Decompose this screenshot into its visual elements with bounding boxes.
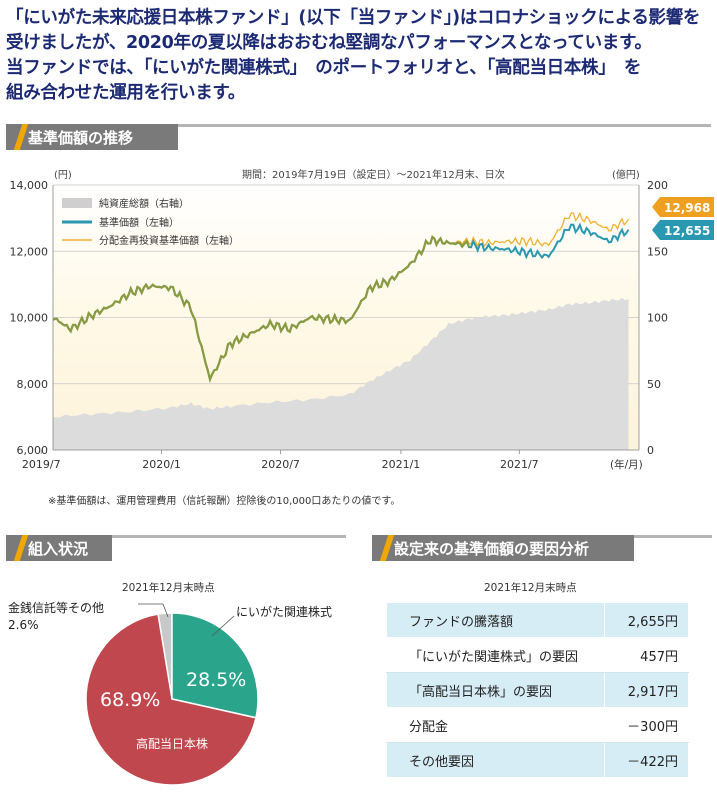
x-tick-label: 2020/1 [142,458,181,471]
x-tick-label: 2020/7 [261,458,300,471]
factor-label: 「高配当日本株」の要因 [386,672,605,708]
section-header-factors: 設定来の基準価額の要因分析 [372,535,712,561]
pie-leader-niigata [211,615,235,637]
y-left-tick-label: 6,000 [17,444,49,457]
factor-value: 2,917円 [604,672,689,708]
holdings-pie-chart: 金銭信託等その他 2.6% にいがた関連株式 28.5% 68.9% 高配当日本… [8,600,332,786]
y-right-tick-label: 150 [647,245,668,258]
series-net-assets-area [53,297,629,450]
x-tick-label: 2021/7 [500,458,539,471]
legend-label-assets: 純資産総額（右軸） [99,197,189,210]
left-axis-unit: (円) [54,170,72,181]
holdings-date: 2021年12月末時点 [122,582,215,594]
right-axis-unit: (億円) [612,168,640,181]
factor-table: ファンドの騰落額 2,655円 「にいがた関連株式」の要因 457円 「高配当日… [386,602,689,778]
factor-label: その他要因 [386,742,605,778]
y-right-tick-label: 50 [647,378,661,391]
factor-value: －300円 [604,707,689,743]
y-left-tick-label: 10,000 [10,312,49,325]
legend-swatch-assets [62,198,92,208]
end-label-nav-text: 12,655 [664,224,710,238]
table-row: その他要因 －422円 [386,742,689,778]
legend-label-nav: 基準価額（左軸） [99,216,179,229]
intro-line-4: 組み合わせた運用を行います。 [6,83,246,103]
pie-label-other: 金銭信託等その他 [8,600,104,615]
pie-value-niigata: 28.5% [186,669,246,691]
y-left-tick-label: 14,000 [10,179,49,192]
intro-text: 「にいがた未来応援日本株ファンド」(以下「当ファンド」)はコロナショックによる影… [6,6,712,106]
section-title-factors: 設定来の基準価額の要因分析 [394,539,590,558]
pie-slice [85,613,257,786]
y-left-tick-label: 12,000 [10,245,49,258]
end-label-nav: 12,655 [652,220,714,240]
pie-leader-other-down [162,603,169,618]
pie-label-dividend: 高配当日本株 [136,736,208,751]
section-title-nav: 基準価額の推移 [28,128,134,147]
x-axis-unit: (年/月) [610,458,643,471]
legend-label-reinvested: 分配金再投資基準価額（左軸） [99,234,239,247]
pie-label-niigata: にいがた関連株式 [236,604,332,619]
pie-slice [171,612,259,719]
factor-label: 分配金 [386,707,605,743]
y-right-tick-label: 200 [647,179,668,192]
x-tick-label: 2021/1 [382,458,421,471]
series-overlap-line [52,235,471,384]
chart-subtitle: 期間：2019年7月19日（設定日）～2021年12月末、日次 [242,168,505,181]
pie-value-other: 2.6% [8,618,39,632]
table-row: 「高配当日本株」の要因 2,917円 [386,672,689,708]
table-row: ファンドの騰落額 2,655円 [386,602,689,638]
chart-legend: 純資産総額（右軸） 基準価額（左軸） 分配金再投資基準価額（左軸） [62,197,239,247]
nav-chart: 14,000 12,000 10,000 8,000 6,000 200 150 100 50 0… [10,168,714,471]
x-tick-label: 2019/7 [22,458,61,471]
factor-label: 「にいがた関連株式」の要因 [386,637,605,673]
end-label-reinvested: 12,968 [652,197,714,217]
end-label-reinvested-text: 12,968 [664,201,710,215]
section-header-holdings: 組入状況 [6,535,346,561]
table-row: 分配金 －300円 [386,707,689,743]
y-right-tick-label: 0 [647,444,654,457]
section-header-nav: 基準価額の推移 [6,124,711,150]
pie-value-dividend: 68.9% [100,689,160,711]
factors-date: 2021年12月末時点 [484,582,577,594]
factor-value: 457円 [604,637,689,673]
section-title-holdings: 組入状況 [28,539,89,558]
footnote: ※基準価額は、運用管理費用（信託報酬）控除後の10,000口あたりの値です。 [48,496,401,507]
table-row: 「にいがた関連株式」の要因 457円 [386,637,689,673]
intro-line-1: 「にいがた未来応援日本株ファンド」(以下「当ファンド」)はコロナショックによる影… [6,8,701,28]
y-left-tick-label: 8,000 [17,378,49,391]
intro-line-3: 当ファンドでは、「にいがた関連株式」 のポートフォリオと、「高配当日本株」 を [6,58,642,78]
factor-value: 2,655円 [604,602,689,638]
factor-label: ファンドの騰落額 [386,602,605,638]
intro-line-2: 受けましたが、2020年の夏以降はおおむね堅調なパフォーマンスとなっています。 [6,33,652,53]
y-right-tick-label: 100 [647,312,668,325]
factor-value: －422円 [604,742,689,778]
